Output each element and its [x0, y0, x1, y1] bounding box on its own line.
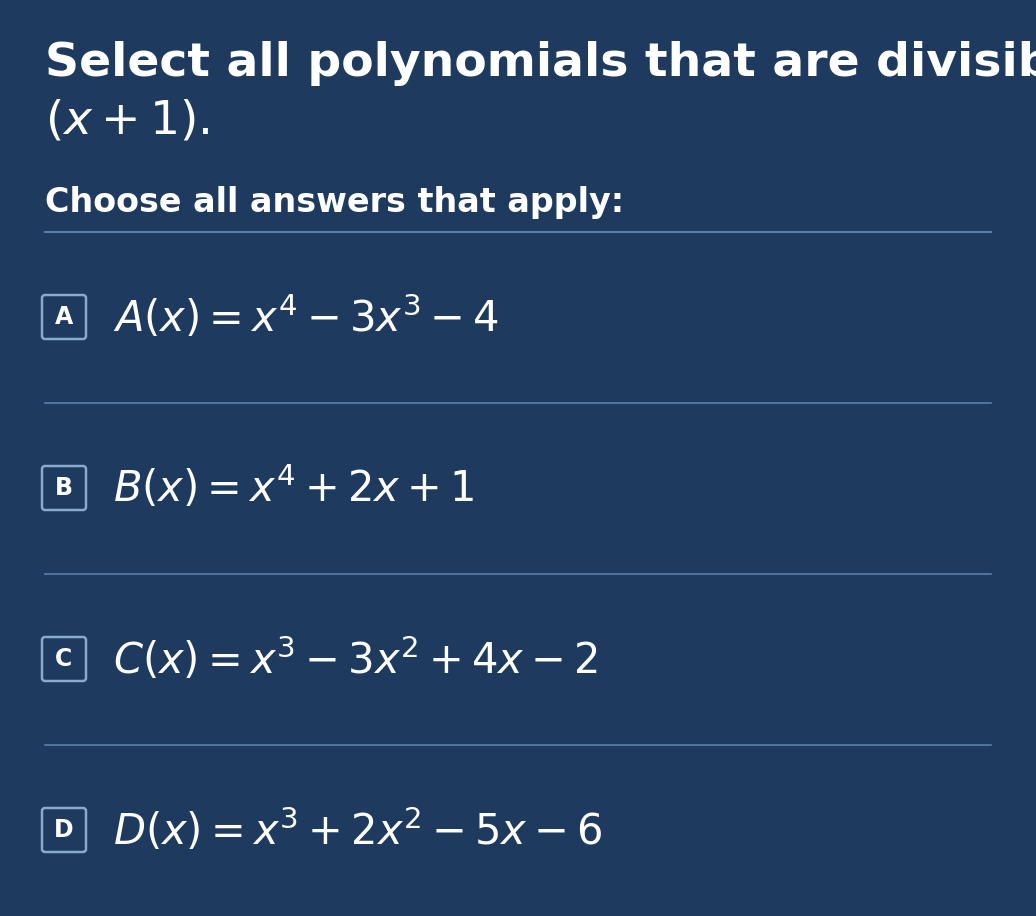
Text: Choose all answers that apply:: Choose all answers that apply:	[45, 186, 624, 219]
Text: B: B	[55, 476, 73, 500]
Text: $(x+1).$: $(x+1).$	[45, 98, 209, 143]
FancyBboxPatch shape	[42, 637, 86, 681]
Text: A: A	[55, 305, 74, 329]
Text: D: D	[54, 818, 74, 842]
FancyBboxPatch shape	[42, 808, 86, 852]
Text: C: C	[55, 647, 73, 671]
Text: $A(x) = x^4 - 3x^3 - 4$: $A(x) = x^4 - 3x^3 - 4$	[113, 293, 499, 341]
Text: Select all polynomials that are divisible by: Select all polynomials that are divisibl…	[45, 41, 1036, 86]
Text: $C(x) = x^3 - 3x^2 + 4x - 2$: $C(x) = x^3 - 3x^2 + 4x - 2$	[113, 636, 598, 682]
Text: $B(x) = x^4 + 2x + 1$: $B(x) = x^4 + 2x + 1$	[113, 464, 473, 511]
FancyBboxPatch shape	[42, 466, 86, 510]
Text: $D(x) = x^3 + 2x^2 - 5x - 6$: $D(x) = x^3 + 2x^2 - 5x - 6$	[113, 806, 602, 854]
FancyBboxPatch shape	[42, 295, 86, 339]
